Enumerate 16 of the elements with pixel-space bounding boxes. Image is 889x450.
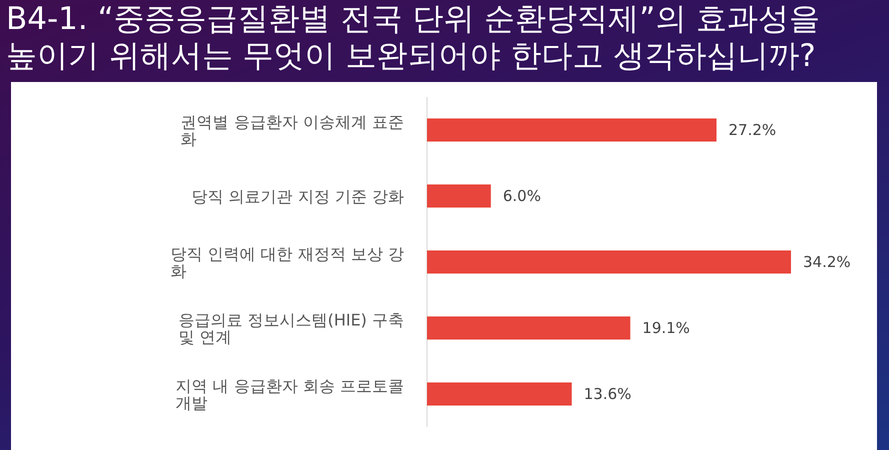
y-tick-label: 지역 내 응급환자 회송 프로토콜 개발 [176, 376, 404, 412]
bar [427, 250, 791, 274]
y-tick-label: 당직 인력에 대한 재정적 보상 강화 [170, 244, 404, 280]
bar [427, 118, 716, 142]
bar [427, 184, 491, 208]
bar [427, 316, 630, 340]
data-label: 27.2% [728, 121, 776, 139]
bar [427, 382, 572, 406]
data-label: 19.1% [642, 319, 690, 337]
y-tick-label: 응급의료 정보시스템(HIE) 구축 및 연계 [178, 310, 404, 346]
data-label: 13.6% [584, 385, 632, 403]
y-tick-label: 당직 의료기관 지정 기준 강화 [192, 186, 404, 206]
y-tick-label: 권역별 응급환자 이송체계 표준화 [180, 112, 404, 148]
data-label: 6.0% [502, 187, 541, 205]
chart-title: B4-1. “중증응급질환별 전국 단위 순환당직제”의 효과성을 높이기 위해서는 무엇이 보완되어야 한다고 생각하십니까? [6, 1, 820, 74]
data-label: 34.2% [803, 253, 851, 271]
